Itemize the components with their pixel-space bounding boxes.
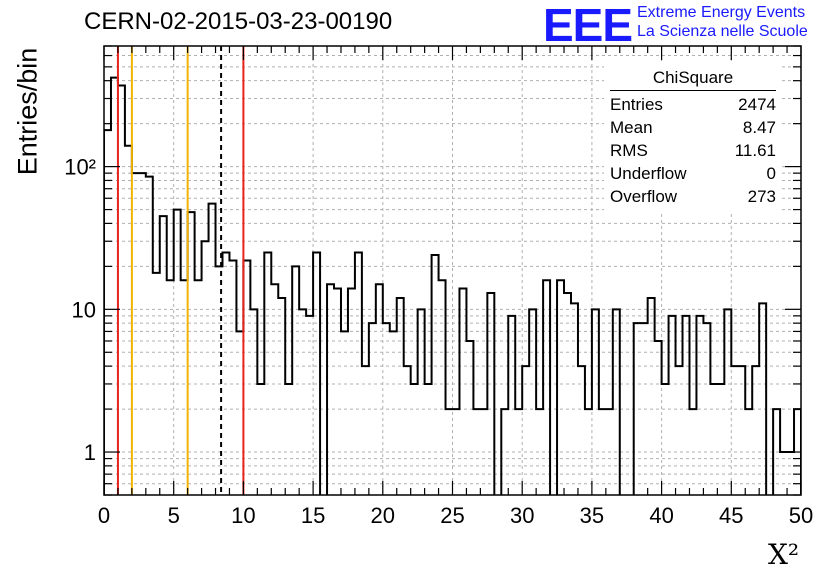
stats-value: 273 — [747, 187, 776, 206]
stats-box: ChiSquare Entries 2474 Mean 8.47 RMS 11.… — [610, 68, 776, 208]
stats-value: 0 — [766, 164, 776, 183]
x-tick-label: 0 — [98, 503, 110, 528]
stats-label: RMS — [610, 141, 648, 160]
x-tick-label: 25 — [440, 503, 464, 528]
eee-logo-mark: EEE — [543, 0, 633, 51]
x-tick-label: 45 — [719, 503, 743, 528]
stats-label: Underflow — [610, 164, 687, 183]
stats-row-entries: Entries 2474 — [610, 93, 776, 116]
eee-logo-line1: Extreme Energy Events — [637, 4, 806, 21]
stats-row-underflow: Underflow 0 — [610, 162, 776, 185]
chart-title: CERN-02-2015-03-23-00190 — [84, 8, 393, 35]
stats-row-overflow: Overflow 273 — [610, 185, 776, 208]
y-tick-label: 10 — [72, 297, 96, 322]
x-tick-label: 30 — [510, 503, 534, 528]
stats-box-background — [604, 64, 782, 212]
x-tick-label: 5 — [168, 503, 180, 528]
y-axis-label: Entries/bin — [12, 47, 43, 176]
stats-row-mean: Mean 8.47 — [610, 116, 776, 139]
x-tick-label: 10 — [231, 503, 255, 528]
stats-label: Mean — [610, 118, 653, 137]
stats-label: Entries — [610, 95, 663, 114]
y-tick-label: 10² — [64, 155, 96, 180]
stats-value: 2474 — [738, 95, 776, 114]
stats-value: 8.47 — [742, 118, 776, 137]
x-tick-label: 20 — [371, 503, 395, 528]
histogram-series — [104, 76, 801, 495]
x-tick-label: 35 — [580, 503, 604, 528]
stats-title: ChiSquare — [610, 68, 776, 91]
x-axis-label: X² — [768, 538, 800, 571]
y-tick-label: 1 — [84, 440, 96, 465]
stats-row-rms: RMS 11.61 — [610, 139, 776, 162]
eee-logo-line2: La Scienza nelle Scuole — [637, 23, 808, 40]
x-tick-label: 40 — [649, 503, 673, 528]
x-tick-label: 50 — [789, 503, 813, 528]
stats-value: 11.61 — [734, 141, 776, 160]
stats-label: Overflow — [610, 187, 678, 206]
x-tick-label: 15 — [301, 503, 325, 528]
